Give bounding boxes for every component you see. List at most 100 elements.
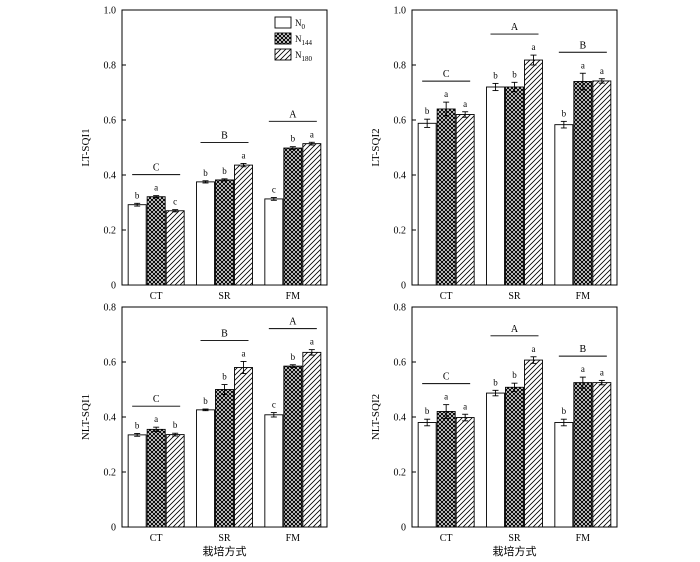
bar-n0	[264, 198, 284, 286]
bar-n180	[455, 114, 475, 286]
bar-n0	[554, 124, 574, 286]
bar-n0	[127, 204, 147, 286]
significance-label: b	[512, 69, 517, 79]
group-significance-label: A	[289, 109, 297, 120]
group-significance-label: A	[289, 317, 297, 328]
significance-label: b	[493, 70, 498, 80]
y-axis-label: LT-SQI2	[370, 128, 382, 166]
y-tick-label: 0	[401, 281, 406, 292]
bar-n0	[554, 422, 574, 528]
significance-label: b	[425, 406, 430, 416]
group-significance-label: B	[579, 40, 586, 51]
y-tick-label: 0	[111, 523, 116, 534]
group-significance-label: C	[443, 372, 450, 383]
group-significance-label: C	[443, 69, 450, 80]
bar-n0	[264, 414, 284, 528]
significance-label: b	[291, 134, 296, 144]
y-tick-label: 0.6	[394, 358, 407, 369]
significance-label: a	[242, 150, 246, 160]
group-significance-label: B	[579, 344, 586, 355]
y-tick-label: 0.4	[104, 413, 117, 424]
significance-label: a	[581, 364, 585, 374]
group-significance-label: B	[221, 328, 228, 339]
significance-label: b	[512, 370, 517, 380]
significance-label: b	[425, 106, 430, 116]
category-label: CT	[150, 291, 163, 302]
significance-label: a	[532, 42, 536, 52]
significance-label: a	[444, 392, 448, 402]
significance-label: c	[272, 185, 276, 195]
bar-n180	[524, 359, 543, 528]
panel-nlt-sqi1: 0 0.2 0.4 0.6 0.8 NLT-SQI1 栽培方式 CT b a b C SR b b a B FM c…	[80, 303, 328, 558]
panel-lt-sqi1: 0 0.2 0.4 0.6 0.8 1.0 LT-SQI1 CT b a c C SR b b a B FM c b a…	[80, 6, 328, 302]
bar-n180	[455, 417, 475, 528]
group-significance-label: C	[153, 163, 160, 174]
bar-n180	[524, 59, 543, 286]
category-label: FM	[286, 291, 301, 302]
significance-label: a	[600, 66, 604, 76]
bar-n0	[196, 409, 215, 528]
significance-label: a	[532, 344, 536, 354]
significance-label: b	[173, 420, 178, 430]
y-tick-label: 0.8	[394, 303, 407, 314]
legend-swatch-n180	[274, 48, 292, 61]
significance-label: b	[222, 372, 227, 382]
group-significance-label: B	[221, 130, 228, 141]
y-tick-label: 0.4	[394, 413, 407, 424]
bar-n144	[283, 365, 303, 528]
significance-label: b	[135, 190, 140, 200]
category-label: SR	[508, 533, 521, 544]
bar-n144	[436, 411, 456, 528]
legend-swatch-n144	[274, 32, 292, 45]
bar-n144	[573, 382, 593, 528]
y-tick-label: 1.0	[104, 6, 117, 17]
significance-label: b	[291, 352, 296, 362]
category-label: SR	[508, 291, 521, 302]
category-label: FM	[286, 533, 301, 544]
bar-n0	[417, 122, 437, 286]
significance-label: b	[222, 166, 227, 176]
panel-nlt-sqi2: 00.20.40.60.8NLT-SQI2栽培方式CTbaaCSRbbaAFMb…	[370, 303, 618, 558]
significance-label: a	[310, 337, 314, 347]
y-tick-label: 0.2	[104, 226, 117, 237]
bar-n0	[196, 181, 215, 286]
bar-n180	[234, 164, 253, 286]
group-significance-label: C	[153, 394, 160, 405]
bar-n144	[215, 179, 234, 286]
y-tick-label: 0	[401, 523, 406, 534]
y-tick-label: 0.4	[104, 171, 117, 182]
significance-label: b	[562, 406, 567, 416]
significance-label: a	[581, 60, 585, 70]
significance-label: b	[493, 377, 498, 387]
y-tick-label: 0.6	[104, 116, 117, 127]
y-tick-label: 0	[111, 281, 116, 292]
y-tick-label: 0.2	[394, 468, 407, 479]
bar-n0	[417, 422, 437, 528]
bar-n144	[436, 108, 456, 286]
category-label: CT	[440, 291, 453, 302]
y-tick-label: 0.8	[104, 61, 117, 72]
legend-label-n0: N0	[295, 18, 306, 31]
bar-n0	[127, 434, 147, 528]
significance-label: a	[154, 414, 158, 424]
significance-label: c	[272, 400, 276, 410]
bar-n180	[592, 382, 612, 528]
y-tick-label: 1.0	[394, 6, 407, 17]
y-tick-label: 0.8	[104, 303, 117, 314]
y-axis-label: NLT-SQI2	[370, 394, 382, 440]
category-label: FM	[576, 291, 591, 302]
significance-label: b	[203, 396, 208, 406]
significance-label: a	[154, 183, 158, 193]
y-axis-label: LT-SQI1	[80, 128, 92, 166]
y-tick-label: 0.6	[394, 116, 407, 127]
category-label: FM	[576, 533, 591, 544]
bar-n180	[234, 367, 253, 528]
significance-label: a	[600, 367, 604, 377]
significance-label: a	[463, 99, 467, 109]
significance-label: a	[444, 89, 448, 99]
significance-label: a	[242, 348, 246, 358]
bar-n180	[302, 143, 322, 286]
significance-label: b	[135, 421, 140, 431]
bar-n180	[302, 351, 322, 528]
